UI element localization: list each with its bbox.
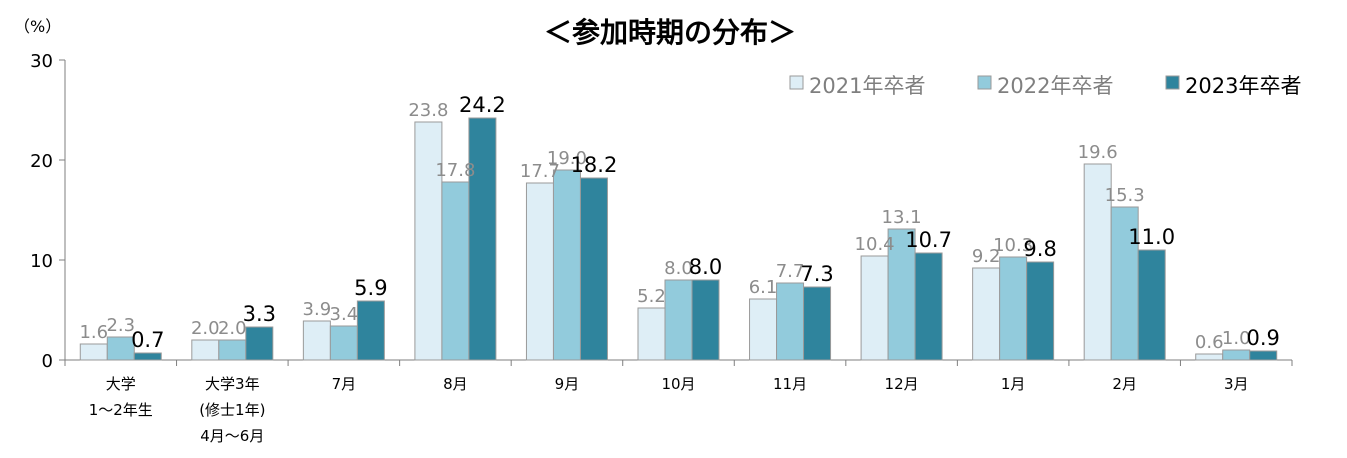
data-label: 7.3 xyxy=(800,262,833,286)
bar xyxy=(803,286,832,361)
data-label: 7.7 xyxy=(776,261,805,282)
data-label: 11.0 xyxy=(1128,225,1175,249)
x-tick-label: 大学3年 xyxy=(205,375,260,393)
data-label: 17.8 xyxy=(435,160,475,181)
legend: 2021年卒者 2022年卒者 2023年卒者 xyxy=(789,74,1301,98)
data-label: 18.2 xyxy=(571,153,618,177)
bar xyxy=(525,182,554,361)
bar xyxy=(691,279,720,361)
x-tick-label: (修士1年) xyxy=(199,401,265,419)
data-label: 0.7 xyxy=(131,328,164,352)
y-tick-label: 20 xyxy=(30,151,53,172)
bar xyxy=(133,352,162,361)
data-label: 10.4 xyxy=(855,234,895,255)
bar xyxy=(1195,353,1224,361)
bar xyxy=(579,177,608,361)
data-label: 3.9 xyxy=(303,299,332,320)
x-tick-label: 1月 xyxy=(1001,375,1026,393)
bar xyxy=(637,307,666,361)
legend-swatch xyxy=(977,75,992,90)
legend-swatch xyxy=(789,75,804,90)
data-label: 17.7 xyxy=(520,161,560,182)
bar xyxy=(79,343,108,361)
data-label: 13.1 xyxy=(882,207,922,228)
bar xyxy=(356,300,385,361)
bar xyxy=(860,255,889,361)
data-label: 9.2 xyxy=(972,246,1001,267)
data-label: 15.3 xyxy=(1105,185,1145,206)
data-label: 8.0 xyxy=(664,258,693,279)
bar xyxy=(972,267,1001,361)
bar xyxy=(302,320,331,361)
data-label: 19.6 xyxy=(1078,142,1118,163)
y-tick-label: 0 xyxy=(42,351,53,372)
x-tick-label: 12月 xyxy=(885,375,919,393)
bar xyxy=(1083,163,1112,361)
y-tick-label: 30 xyxy=(30,51,53,72)
x-tick-label: 3月 xyxy=(1224,375,1249,393)
legend-label: 2023年卒者 xyxy=(1185,74,1301,98)
data-label: 6.1 xyxy=(749,277,778,298)
x-tick-label: 2月 xyxy=(1112,375,1137,393)
data-label: 23.8 xyxy=(408,100,448,121)
data-label: 8.0 xyxy=(689,255,722,279)
bar xyxy=(552,169,581,361)
x-tick-label: 9月 xyxy=(555,375,580,393)
bar xyxy=(1249,350,1278,361)
chart-title: ＜参加時期の分布＞ xyxy=(544,16,796,49)
bar xyxy=(1026,261,1055,361)
data-label: 9.8 xyxy=(1023,237,1056,261)
data-label: 10.3 xyxy=(993,235,1033,256)
data-label: 2.0 xyxy=(218,318,247,339)
data-label: 0.9 xyxy=(1247,326,1280,350)
bar xyxy=(414,121,443,361)
data-label: 1.6 xyxy=(79,322,108,343)
legend-swatch xyxy=(1165,75,1180,90)
bar xyxy=(1110,206,1139,361)
data-label: 5.9 xyxy=(354,276,387,300)
x-tick-label: 11月 xyxy=(773,375,807,393)
data-label: 2.0 xyxy=(191,318,220,339)
data-label: 0.6 xyxy=(1195,332,1224,353)
data-label: 3.4 xyxy=(330,304,359,325)
x-tick-label: 大学 xyxy=(106,375,136,393)
x-axis-labels: 大学 1～2年生 大学3年 (修士1年) 4月～6月 7月 8月 9月 10月 11月 12月 1月 2… xyxy=(89,375,1249,445)
bars xyxy=(79,117,1278,361)
bar xyxy=(106,336,135,361)
data-label: 10.7 xyxy=(905,228,952,252)
bar xyxy=(191,339,220,361)
bar xyxy=(776,282,805,361)
data-label: 5.2 xyxy=(637,286,666,307)
bar xyxy=(218,339,247,361)
y-unit-label: （%） xyxy=(14,17,61,36)
x-tick-label: 10月 xyxy=(661,375,695,393)
x-tick-label: 8月 xyxy=(443,375,468,393)
data-label: 1.0 xyxy=(1222,328,1251,349)
data-label: 19.0 xyxy=(547,148,587,169)
bar xyxy=(1137,249,1166,361)
bar xyxy=(999,256,1028,361)
x-tick-label: 4月～6月 xyxy=(200,427,264,445)
bar xyxy=(914,252,943,361)
data-label: 24.2 xyxy=(459,93,506,117)
data-labels: 1.62.30.7 2.02.03.3 3.93.45.923.817.824.21… xyxy=(79,93,1279,353)
data-label: 2.3 xyxy=(106,315,135,336)
bar xyxy=(441,181,470,361)
x-tick-label: 7月 xyxy=(332,375,357,393)
data-label: 3.3 xyxy=(243,302,276,326)
x-tick-label: 1～2年生 xyxy=(89,401,153,419)
y-tick-label: 10 xyxy=(30,251,53,272)
bar xyxy=(887,228,916,361)
bar xyxy=(329,325,358,361)
bar xyxy=(468,117,497,361)
legend-label: 2022年卒者 xyxy=(997,74,1113,98)
bar xyxy=(1222,349,1251,361)
bar xyxy=(749,298,778,361)
bar xyxy=(245,326,274,361)
bar xyxy=(664,279,693,361)
legend-label: 2021年卒者 xyxy=(809,74,925,98)
